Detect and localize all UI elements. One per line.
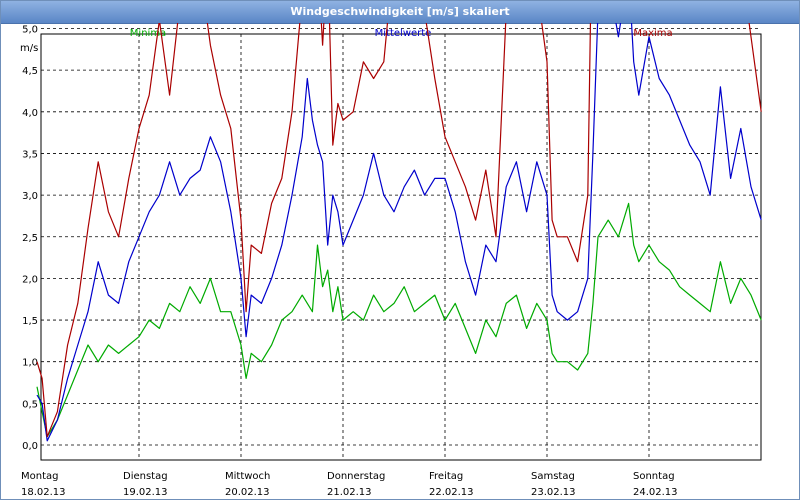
series-line-minima (36, 202, 762, 438)
x-tick-date: 24.02.13 (633, 487, 678, 498)
x-tick-date: 22.02.13 (429, 487, 474, 498)
series-lines (36, 23, 762, 442)
series-line-mittelwerte (36, 23, 762, 442)
y-tick-label: 0,0 (22, 441, 38, 452)
y-tick-label: 3,5 (22, 149, 38, 160)
y-tick-label: 0,5 (22, 399, 38, 410)
legend-maxima: Maxima (633, 28, 672, 39)
x-tick-date: 21.02.13 (327, 487, 372, 498)
wind-speed-chart: m/s 0,00,51,01,52,02,53,03,54,04,55,05,5… (20, 23, 762, 498)
legend: Minima Mittelwerte Maxima (130, 28, 673, 39)
legend-mittelwerte: Mittelwerte (375, 28, 432, 39)
y-tick-label: 5,0 (22, 25, 38, 36)
x-tick-labels: Montag 18.02.13 Dienstag 19.02.13 Mittwoch 20… (21, 471, 678, 498)
y-tick-label: 2,0 (22, 274, 38, 285)
title-bar: Windgeschwindigkeit [m/s] skaliert (1, 1, 799, 24)
x-tick-day: Freitag (429, 471, 463, 482)
y-tick-label: 4,0 (22, 108, 38, 119)
y-tick-label: 3,0 (22, 191, 38, 202)
plot-frame (40, 33, 762, 461)
x-tick-day: Mittwoch (225, 471, 270, 482)
y-tick-label: 4,5 (22, 66, 38, 77)
y-tick-label: 2,5 (22, 233, 38, 244)
series-line-maxima (36, 23, 762, 438)
x-tick-date: 18.02.13 (21, 487, 66, 498)
x-tick-day: Donnerstag (327, 471, 385, 482)
y-tick-label: 1,0 (22, 358, 38, 369)
horizontal-gridlines (41, 28, 761, 446)
x-tick-day: Sonntag (633, 471, 675, 482)
window-title: Windgeschwindigkeit [m/s] skaliert (290, 5, 510, 18)
y-axis-label: m/s (20, 43, 38, 54)
x-tick-date: 19.02.13 (123, 487, 168, 498)
x-tick-day: Dienstag (123, 471, 168, 482)
y-tick-label: 1,5 (22, 316, 38, 327)
legend-minima: Minima (130, 28, 166, 39)
x-tick-day: Montag (21, 471, 58, 482)
x-tick-date: 23.02.13 (531, 487, 576, 498)
x-tick-day: Samstag (531, 471, 575, 482)
y-tick-labels: 0,00,51,01,52,02,53,03,54,04,55,05,56,06… (22, 25, 38, 453)
vertical-gridlines (138, 34, 650, 460)
x-tick-date: 20.02.13 (225, 487, 270, 498)
